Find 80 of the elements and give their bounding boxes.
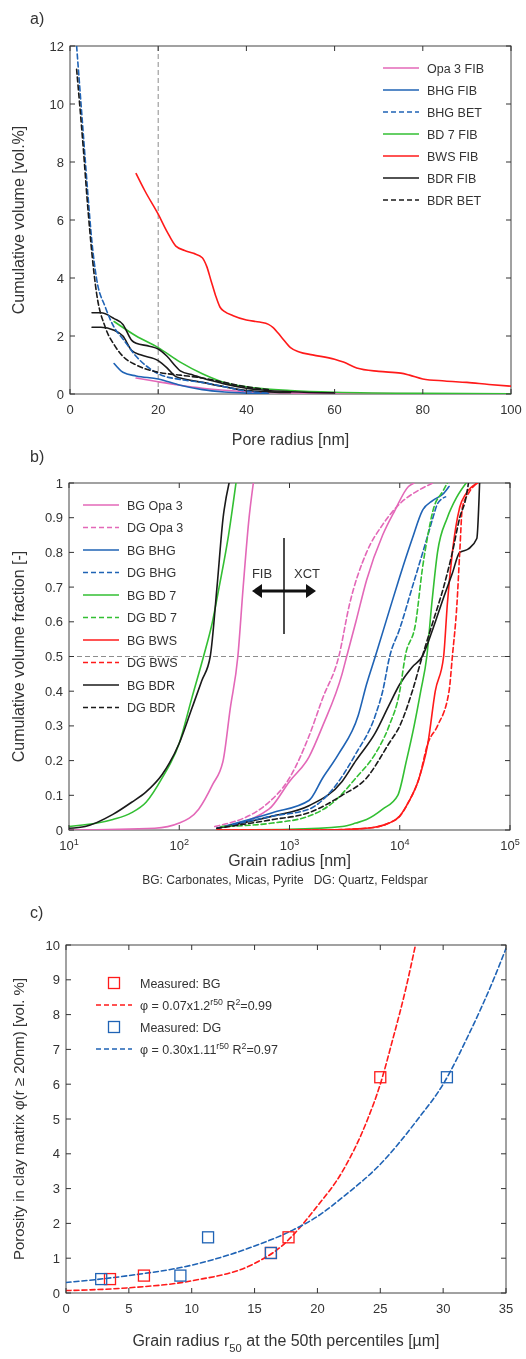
x-tick-label: 10$^{5}$ — [500, 837, 520, 853]
y-tick-label: 8 — [56, 154, 64, 170]
x-tick-label: 80 — [415, 402, 431, 417]
x-tick-label: 35 — [498, 1301, 514, 1316]
legend-label: BDR FIB — [427, 171, 477, 186]
x-tick-label: 40 — [239, 402, 254, 417]
legend-label: BDR BET — [427, 193, 482, 208]
x-tick-label: 10$^{1}$ — [59, 837, 79, 853]
chart-title: b) — [30, 448, 45, 465]
y-tick-label: 0.6 — [44, 614, 63, 630]
legend-label: BHG FIB — [427, 83, 478, 98]
x-tick-label: 10$^{3}$ — [279, 837, 300, 853]
x-tick-label: 20 — [150, 402, 166, 417]
text: BG: Carbonates, Micas, Pyrite DG: Quartz, Feldspar — [142, 873, 428, 887]
y-axis-title: Cumulative volume [vol.%] — [10, 125, 27, 315]
y-tick-label: 2 — [52, 1215, 60, 1231]
y-tick-label: 0.5 — [44, 649, 63, 664]
x-tick-label: 5 — [125, 1301, 133, 1316]
legend-label: BG BDR — [127, 678, 175, 693]
y-tick-label: 0.4 — [44, 683, 63, 699]
y-tick-label: 10 — [49, 96, 64, 112]
y-tick-label: 1 — [52, 1250, 60, 1266]
y-tick-label: 0.9 — [44, 510, 63, 526]
chart-title: a) — [30, 10, 45, 27]
y-tick-label: 0.3 — [44, 718, 63, 734]
y-tick-label: 8 — [52, 1007, 60, 1023]
y-axis-title: Porosity in clay matrix φ(r ≥ 20nm) [vol. %] — [10, 977, 27, 1261]
legend-label: DG BD 7 — [127, 611, 178, 625]
x-axis-title: Grain radius r$_{50}$ at the 50th percentiles [µm] — [132, 1332, 440, 1354]
y-tick-label: 6 — [56, 212, 64, 228]
x-tick-label: 10$^{2}$ — [169, 837, 190, 853]
y-tick-label: 4 — [56, 270, 64, 286]
y-tick-label: 12 — [49, 38, 64, 54]
y-tick-label: 10 — [45, 937, 60, 953]
x-tick-label: 100 — [500, 402, 522, 417]
legend-label: Measured: DG — [140, 1020, 222, 1035]
y-axis-title: Cumulative volume fraction [-] — [10, 550, 27, 763]
y-tick-label: 3 — [52, 1181, 60, 1197]
y-tick-label: 0 — [56, 386, 64, 402]
legend-label: Measured: BG — [140, 976, 221, 991]
legend-label: BG BD 7 — [127, 588, 177, 603]
y-tick-label: 7 — [52, 1041, 60, 1057]
legend-label: DG BWS — [127, 656, 178, 670]
y-tick-label: 0.8 — [44, 544, 63, 560]
legend-label: DG BDR — [127, 701, 176, 715]
legend-label: Opa 3 FIB — [427, 61, 484, 76]
annotation: XCT — [294, 566, 321, 581]
y-tick-label: 9 — [52, 972, 60, 988]
legend-label: φ = 0.07x1.2$^{r50}$ R$^{2}$=0.99 — [140, 996, 273, 1013]
x-tick-label: 30 — [435, 1301, 451, 1316]
x-tick-label: 15 — [247, 1301, 262, 1316]
chart-title: c) — [30, 904, 44, 921]
legend-label: BD 7 FIB — [427, 127, 478, 142]
y-tick-label: 0.7 — [44, 579, 63, 595]
y-tick-label: 4 — [52, 1146, 60, 1162]
y-tick-label: 0 — [55, 822, 63, 838]
y-tick-label: 2 — [56, 328, 64, 344]
y-tick-label: 0 — [52, 1285, 60, 1301]
annotation: FIB — [251, 566, 273, 581]
x-tick-label: 60 — [327, 402, 342, 417]
x-tick-label: 20 — [310, 1301, 325, 1316]
legend-label: BG BHG — [127, 543, 176, 558]
legend-label: BG Opa 3 — [127, 498, 183, 513]
x-tick-label: 10 — [184, 1301, 199, 1316]
legend-label: φ = 0.30x1.11$^{r50}$ R$^{2}$=0.97 — [140, 1040, 279, 1057]
legend-label: BG BWS — [127, 633, 178, 648]
legend-label: BWS FIB — [427, 149, 479, 164]
y-tick-label: 1 — [55, 475, 63, 491]
y-tick-label: 0.2 — [44, 753, 63, 769]
legend-label: DG BHG — [127, 566, 177, 580]
x-tick-label: 0 — [66, 402, 74, 417]
y-tick-label: 5 — [52, 1111, 60, 1127]
legend-label: DG Opa 3 — [127, 521, 184, 535]
y-tick-label: 0.1 — [44, 787, 63, 803]
y-tick-label: 6 — [52, 1076, 60, 1092]
legend-label: BHG BET — [427, 105, 483, 120]
x-axis-title: Pore radius [nm] — [231, 431, 350, 448]
x-axis-title: Grain radius [nm] — [228, 852, 351, 869]
x-tick-label: 10$^{4}$ — [389, 837, 410, 853]
x-tick-label: 25 — [373, 1301, 388, 1316]
